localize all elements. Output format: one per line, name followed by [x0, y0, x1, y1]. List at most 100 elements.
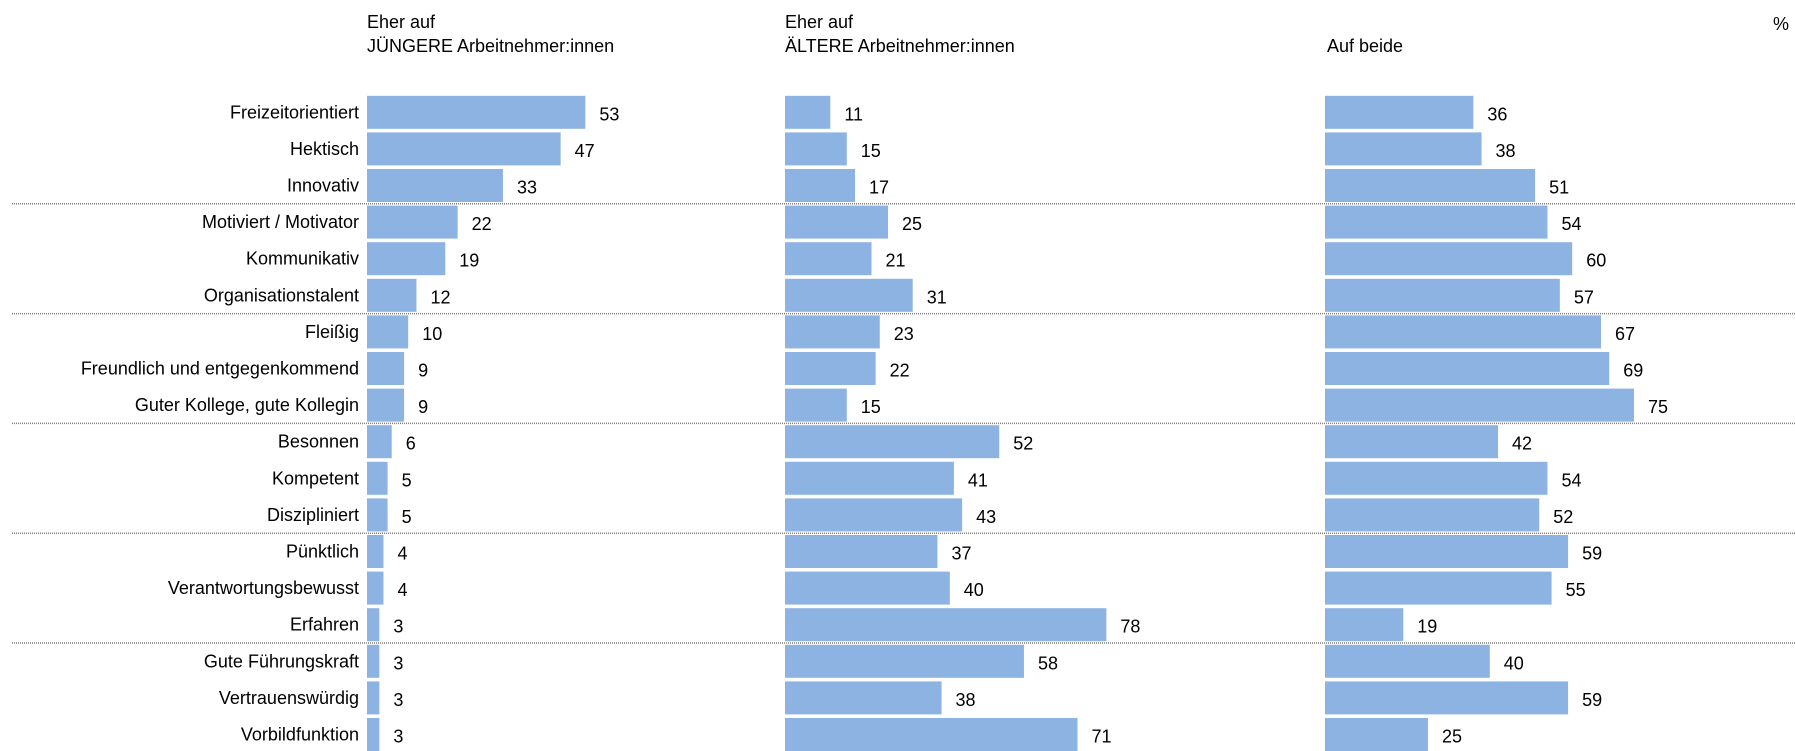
bar	[367, 132, 561, 166]
bar	[1325, 608, 1404, 642]
bar	[1325, 718, 1428, 751]
bar-value-label: 10	[422, 324, 442, 344]
bar	[1325, 242, 1573, 276]
category-label: Gute Führungskraft	[204, 651, 359, 671]
bar	[1325, 425, 1499, 459]
bar-value-label: 75	[1648, 397, 1668, 417]
bar-value-label: 6	[406, 434, 416, 454]
category-label: Erfahren	[290, 615, 359, 635]
bar	[785, 644, 1024, 678]
category-label: Hektisch	[290, 139, 359, 159]
panel-2-header: Eher auf ÄLTERE Arbeitnehmer:innen	[785, 10, 1015, 58]
bar-value-label: 12	[430, 287, 450, 307]
unit-label: %	[1773, 14, 1790, 34]
category-label: Organisationstalent	[204, 285, 359, 305]
bar	[785, 498, 963, 532]
bar-value-label: 54	[1561, 470, 1581, 490]
bar	[367, 718, 380, 751]
bar-value-label: 4	[397, 580, 407, 600]
bar-value-label: 60	[1586, 251, 1606, 271]
bar	[367, 242, 446, 276]
category-label: Guter Kollege, gute Kollegin	[135, 395, 359, 415]
panel-1-header: Eher auf JÜNGERE Arbeitnehmer:innen	[367, 10, 614, 58]
panel-1-header-line-1: Eher auf	[367, 12, 436, 32]
bar-value-label: 38	[956, 690, 976, 710]
category-label: Freizeitorientiert	[230, 102, 359, 122]
bar-value-label: 38	[1496, 141, 1516, 161]
bar	[1325, 169, 1536, 202]
bar-value-label: 55	[1566, 580, 1586, 600]
bar	[785, 242, 872, 276]
bar-value-label: 52	[1013, 434, 1033, 454]
bar	[785, 132, 847, 166]
bar	[367, 352, 405, 385]
bar-value-label: 78	[1120, 617, 1140, 637]
bar	[785, 315, 880, 349]
category-label: Besonnen	[278, 432, 359, 452]
category-label: Pünktlich	[286, 542, 359, 562]
bar-value-label: 33	[517, 178, 537, 198]
bar	[785, 95, 831, 129]
bar-value-label: 3	[393, 653, 403, 673]
panel-2-header-line-2: ÄLTERE Arbeitnehmer:innen	[785, 36, 1015, 56]
bar	[367, 388, 405, 422]
bar-value-label: 21	[886, 251, 906, 271]
bar-value-label: 5	[402, 507, 412, 527]
bar-value-label: 15	[861, 397, 881, 417]
bar	[367, 278, 417, 312]
bar	[1325, 352, 1610, 385]
bar-value-label: 3	[393, 617, 403, 637]
bar-value-label: 9	[418, 397, 428, 417]
bar-value-label: 5	[402, 470, 412, 490]
category-label: Vorbildfunktion	[241, 725, 359, 745]
category-label: Fleißig	[305, 322, 359, 342]
bar	[785, 352, 876, 385]
bar	[785, 718, 1078, 751]
category-label: Verantwortungsbewusst	[168, 578, 359, 598]
bar-value-label: 71	[1092, 727, 1112, 747]
bar-value-label: 19	[1417, 617, 1437, 637]
category-label: Diszipliniert	[267, 505, 359, 525]
bar-value-label: 23	[894, 324, 914, 344]
bar	[785, 681, 942, 715]
bar	[367, 205, 458, 239]
bar-value-label: 41	[968, 470, 988, 490]
bar-value-label: 25	[1442, 727, 1462, 747]
bar-value-label: 42	[1512, 434, 1532, 454]
bar	[367, 608, 380, 642]
bar	[367, 425, 392, 459]
bar	[785, 388, 847, 422]
bar	[367, 169, 503, 202]
bar	[367, 315, 409, 349]
bar-value-label: 25	[902, 214, 922, 234]
bar-value-label: 9	[418, 361, 428, 381]
bar-value-label: 43	[976, 507, 996, 527]
bar	[785, 608, 1107, 642]
bar	[367, 571, 384, 605]
bar	[1325, 95, 1474, 129]
bar	[1325, 571, 1552, 605]
bar-value-label: 67	[1615, 324, 1635, 344]
bar-value-label: 4	[397, 544, 407, 564]
category-label: Kommunikativ	[246, 249, 359, 269]
bar	[785, 535, 938, 568]
bar	[785, 169, 856, 202]
bar	[1325, 315, 1602, 349]
bar	[785, 425, 1000, 459]
bar-value-label: 22	[472, 214, 492, 234]
bar-value-label: 53	[599, 104, 619, 124]
bar	[1325, 388, 1634, 422]
bar-value-label: 19	[459, 251, 479, 271]
bar-value-label: 51	[1549, 178, 1569, 198]
bar	[1325, 205, 1548, 239]
panel-3-header-line-2: Auf beide	[1327, 36, 1404, 56]
bar	[1325, 461, 1548, 495]
bar-value-label: 40	[964, 580, 984, 600]
bar	[1325, 644, 1490, 678]
panel-3-header: Auf beide	[1327, 10, 1403, 58]
bar	[785, 571, 950, 605]
bar-value-label: 59	[1582, 690, 1602, 710]
bar	[1325, 132, 1482, 166]
bar	[367, 535, 384, 568]
